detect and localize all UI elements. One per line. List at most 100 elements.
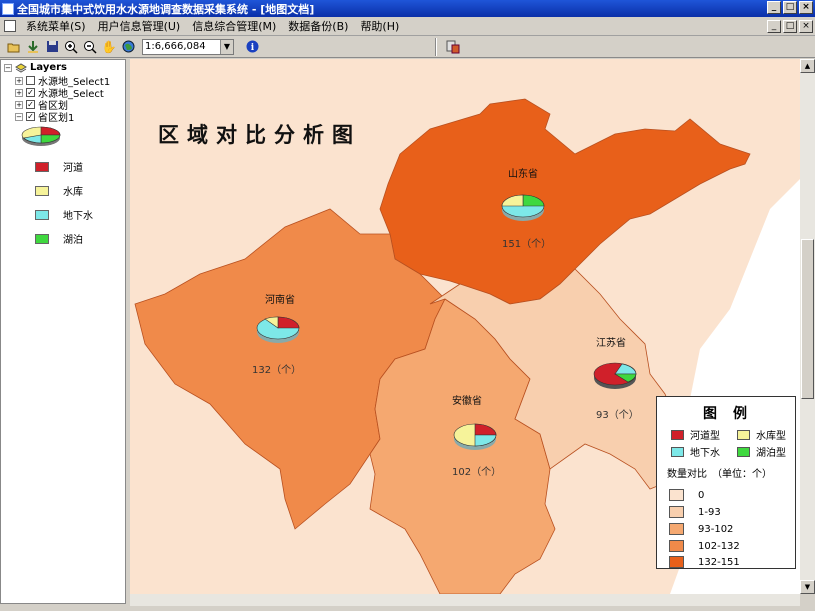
title-bar: 全国城市集中式饮用水水源地调查数据采集系统 - [地图文档] _ □ ×	[0, 0, 815, 17]
legend-lake: 湖泊型	[737, 444, 786, 459]
menu-system[interactable]: 系统菜单(S)	[26, 20, 86, 33]
layer-checkbox[interactable]: ✓	[26, 88, 35, 97]
globe-icon[interactable]	[120, 39, 136, 55]
toc-legend-label: 河道	[63, 163, 83, 174]
range-swatch	[669, 540, 684, 552]
close-button[interactable]: ×	[799, 1, 813, 14]
zoom-out-icon[interactable]	[82, 39, 98, 55]
zoom-in-icon[interactable]	[63, 39, 79, 55]
label-jiangsu: 江苏省	[596, 338, 626, 349]
range-label: 132-151	[698, 556, 740, 568]
info-icon[interactable]: i	[244, 39, 260, 55]
scale-select[interactable]: 1:6,666,084 ▼	[142, 38, 234, 55]
doc-maximize-button[interactable]: □	[783, 20, 797, 33]
pie-symbol-icon	[21, 126, 61, 146]
toc-layer-4[interactable]: − ✓ 省区划1	[15, 109, 74, 124]
toc-layer-2[interactable]: + ✓ 水源地_Select	[15, 85, 104, 100]
legend-reservoir: 水库型	[737, 427, 786, 442]
legend-subtitle: 数量对比 （单位：个）	[667, 469, 772, 480]
minimize-button[interactable]: _	[767, 1, 781, 14]
layer-checkbox[interactable]: ✓	[26, 100, 35, 109]
range-label: 0	[698, 489, 705, 501]
collapse-icon[interactable]: −	[15, 112, 23, 121]
expand-icon[interactable]: +	[15, 88, 23, 97]
province-shandong[interactable]	[379, 98, 751, 305]
svg-text:i: i	[250, 43, 254, 53]
horizontal-scrollbar[interactable]	[130, 594, 800, 606]
legend-title: 图例	[703, 406, 763, 422]
layer-checkbox[interactable]	[26, 76, 35, 85]
layer-label: 水源地_Select	[38, 89, 104, 100]
vertical-scrollbar[interactable]: ▲ ▼	[800, 59, 815, 594]
groundwater-swatch	[671, 446, 684, 457]
open-icon[interactable]	[6, 39, 22, 55]
maximize-button[interactable]: □	[783, 1, 797, 14]
legend-label: 地下水	[690, 448, 720, 459]
map-view[interactable]: 区域对比分析图 山东省 151（个） 河南省 132（个） 安徽省 102（个）…	[130, 59, 800, 594]
menu-backup[interactable]: 数据备份(B)	[288, 20, 349, 33]
toc-legend-reservoir: 水库	[35, 183, 83, 198]
doc-close-button[interactable]: ×	[799, 20, 813, 33]
layer-checkbox[interactable]: ✓	[26, 112, 35, 121]
scroll-down-icon[interactable]: ▼	[800, 580, 815, 594]
toc-legend-label: 地下水	[63, 211, 93, 222]
range-swatch	[669, 556, 684, 568]
count-shandong: 151（个）	[502, 239, 552, 250]
table-of-contents: − Layers + 水源地_Select1 + ✓ 水源地_Select + …	[0, 59, 126, 604]
count-jiangsu: 93（个）	[596, 410, 639, 421]
expand-icon[interactable]: +	[15, 100, 23, 109]
lake-swatch	[737, 446, 750, 457]
chevron-down-icon[interactable]: ▼	[220, 39, 233, 54]
menu-bar: 系统菜单(S) 用户信息管理(U) 信息综合管理(M) 数据备份(B) 帮助(H…	[0, 17, 815, 36]
pie-chart-anhui	[453, 423, 497, 450]
menu-help[interactable]: 帮助(H)	[360, 20, 400, 33]
map-title: 区域对比分析图	[158, 122, 361, 147]
scale-value: 1:6,666,084	[145, 41, 206, 52]
legend-range-3: 102-132	[669, 540, 740, 552]
toc-layer-3[interactable]: + ✓ 省区划	[15, 97, 68, 112]
label-shandong: 山东省	[508, 169, 538, 180]
lake-swatch	[35, 233, 49, 244]
layers-icon	[15, 62, 27, 73]
toc-layer-1[interactable]: + 水源地_Select1	[15, 73, 110, 88]
pie-chart-henan	[256, 316, 300, 343]
toc-legend-river: 河道	[35, 159, 83, 174]
window-title: 全国城市集中式饮用水水源地调查数据采集系统 - [地图文档]	[17, 2, 315, 16]
pie-chart-shandong	[501, 194, 545, 221]
legend-range-2: 93-102	[669, 523, 733, 535]
legend-range-0: 0	[669, 489, 704, 501]
toc-legend-groundwater: 地下水	[35, 207, 93, 222]
groundwater-swatch	[35, 209, 49, 220]
menu-info-management[interactable]: 信息综合管理(M)	[192, 20, 277, 33]
add-data-icon[interactable]	[25, 39, 41, 55]
scroll-thumb[interactable]	[801, 239, 814, 399]
scroll-up-icon[interactable]: ▲	[800, 59, 815, 73]
legend-river: 河道型	[671, 427, 720, 442]
app-icon	[2, 2, 14, 15]
toc-legend-label: 水库	[63, 187, 83, 198]
legend-range-1: 1-93	[669, 506, 721, 518]
save-icon[interactable]	[44, 39, 60, 55]
reservoir-swatch	[737, 429, 750, 440]
range-label: 102-132	[698, 540, 740, 552]
collapse-icon[interactable]: −	[4, 63, 12, 72]
toc-legend-label: 湖泊	[63, 235, 83, 246]
menu-user-info[interactable]: 用户信息管理(U)	[97, 20, 181, 33]
range-swatch	[669, 506, 684, 518]
doc-minimize-button[interactable]: _	[767, 20, 781, 33]
range-label: 1-93	[698, 506, 721, 518]
layers-root[interactable]: − Layers	[4, 62, 67, 73]
river-swatch	[671, 429, 684, 440]
document-icon	[4, 20, 16, 32]
legend-groundwater: 地下水	[671, 444, 720, 459]
toolbar-separator	[435, 37, 437, 56]
pan-icon[interactable]: ✋	[101, 39, 117, 54]
expand-icon[interactable]: +	[15, 76, 23, 85]
identify-icon[interactable]	[445, 39, 461, 55]
label-anhui: 安徽省	[452, 396, 482, 407]
count-anhui: 102（个）	[452, 467, 502, 478]
toc-legend-lake: 湖泊	[35, 231, 83, 246]
legend-range-4: 132-151	[669, 556, 740, 568]
legend-label: 湖泊型	[756, 448, 786, 459]
river-swatch	[35, 161, 49, 172]
